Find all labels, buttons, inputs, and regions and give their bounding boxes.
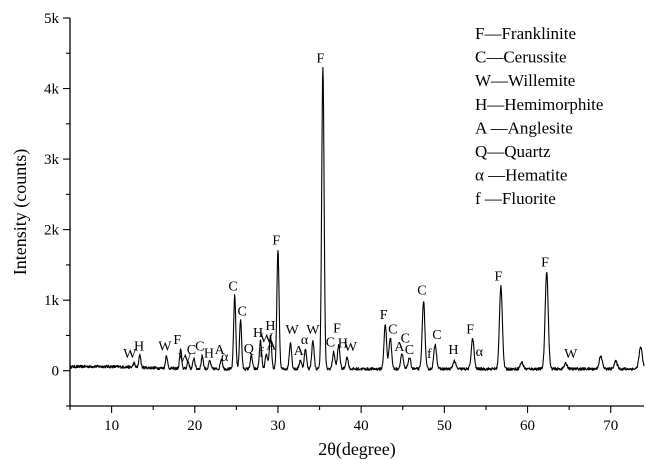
peak-label-H: H [253,326,263,341]
x-tick-label: 10 [104,418,119,434]
peak-label-F: F [466,322,474,337]
peak-label-F: F [272,233,280,248]
peak-label-W: W [286,323,300,338]
y-tick-label: 0 [52,364,60,380]
peak-label-α: α [476,345,484,360]
axes: 10 20 30 40 50 60 70 0 1k 2k 3k 4k 5k [44,11,644,434]
legend-entry: F—Franklinite [475,24,576,43]
peak-label-F: F [173,333,181,348]
legend-entry: H—Hemimorphite [475,95,603,114]
x-tick-label: 40 [354,418,369,434]
peak-label-F: F [541,255,549,270]
peak-label-A: A [266,339,277,354]
x-tick-label: 20 [187,418,202,434]
y-tick-label: 1k [44,293,60,309]
peak-label-C: C [432,328,441,343]
legend-entry: Q—Quartz [475,142,551,161]
peak-label-f: f [259,346,264,361]
legend-entry: W—Willemite [475,71,575,90]
legend-entry: α —Hematite [475,166,567,185]
x-tick-label: 70 [603,418,618,434]
x-tick-label: 50 [437,418,452,434]
x-tick-label: 60 [520,418,535,434]
y-tick-label: 2k [44,223,60,239]
peak-label-F: F [495,269,503,284]
y-tick-label: 3k [44,152,60,168]
peak-label-H: H [448,343,458,358]
peak-label-H: H [265,319,275,334]
peak-label-C: C [187,343,196,358]
peak-label-A: A [215,343,226,358]
peak-label-A: A [294,344,305,359]
peak-label-W: W [260,332,274,347]
y-axis-label: Intensity (counts) [10,149,31,275]
peak-label-F: F [380,308,388,323]
peak-label-A: A [394,340,405,355]
legend-entry: A —Anglesite [475,118,573,137]
peak-label-f: f [427,347,432,362]
peak-label-C: C [405,343,414,358]
peak-label-W: W [344,340,358,355]
peak-label-Q: Q [244,342,254,357]
peak-label-C: C [195,339,204,354]
legend: F—Franklinite C—Cerussite W—Willemite H—Hem… [475,24,603,208]
y-tick-label: 5k [44,11,60,27]
peak-label-W: W [306,323,320,338]
xrd-trace [69,66,645,371]
peak-label-W: W [178,351,192,366]
peak-label-C: C [228,279,237,294]
peak-label-C: C [326,336,335,351]
legend-entry: f —Fluorite [475,189,556,208]
peak-label-F: F [316,51,324,66]
y-tick-label: 4k [44,82,60,98]
peak-label-W: W [158,339,172,354]
peak-label-H: H [204,346,214,361]
x-axis-label: 2θ(degree) [318,439,396,460]
x-tick-label: 30 [270,418,285,434]
peak-label-C: C [238,305,247,320]
peak-label-C: C [401,332,410,347]
peak-label-W: W [564,347,578,362]
peak-label-F: F [333,322,341,337]
peak-label-C: C [417,284,426,299]
peak-label-H: H [134,339,144,354]
peak-label-α: α [301,333,309,348]
legend-entry: C—Cerussite [475,48,567,67]
peak-label-α: α [221,350,229,365]
peak-label-H: H [338,336,348,351]
peak-label-C: C [388,322,397,337]
peak-label-W: W [123,347,137,362]
